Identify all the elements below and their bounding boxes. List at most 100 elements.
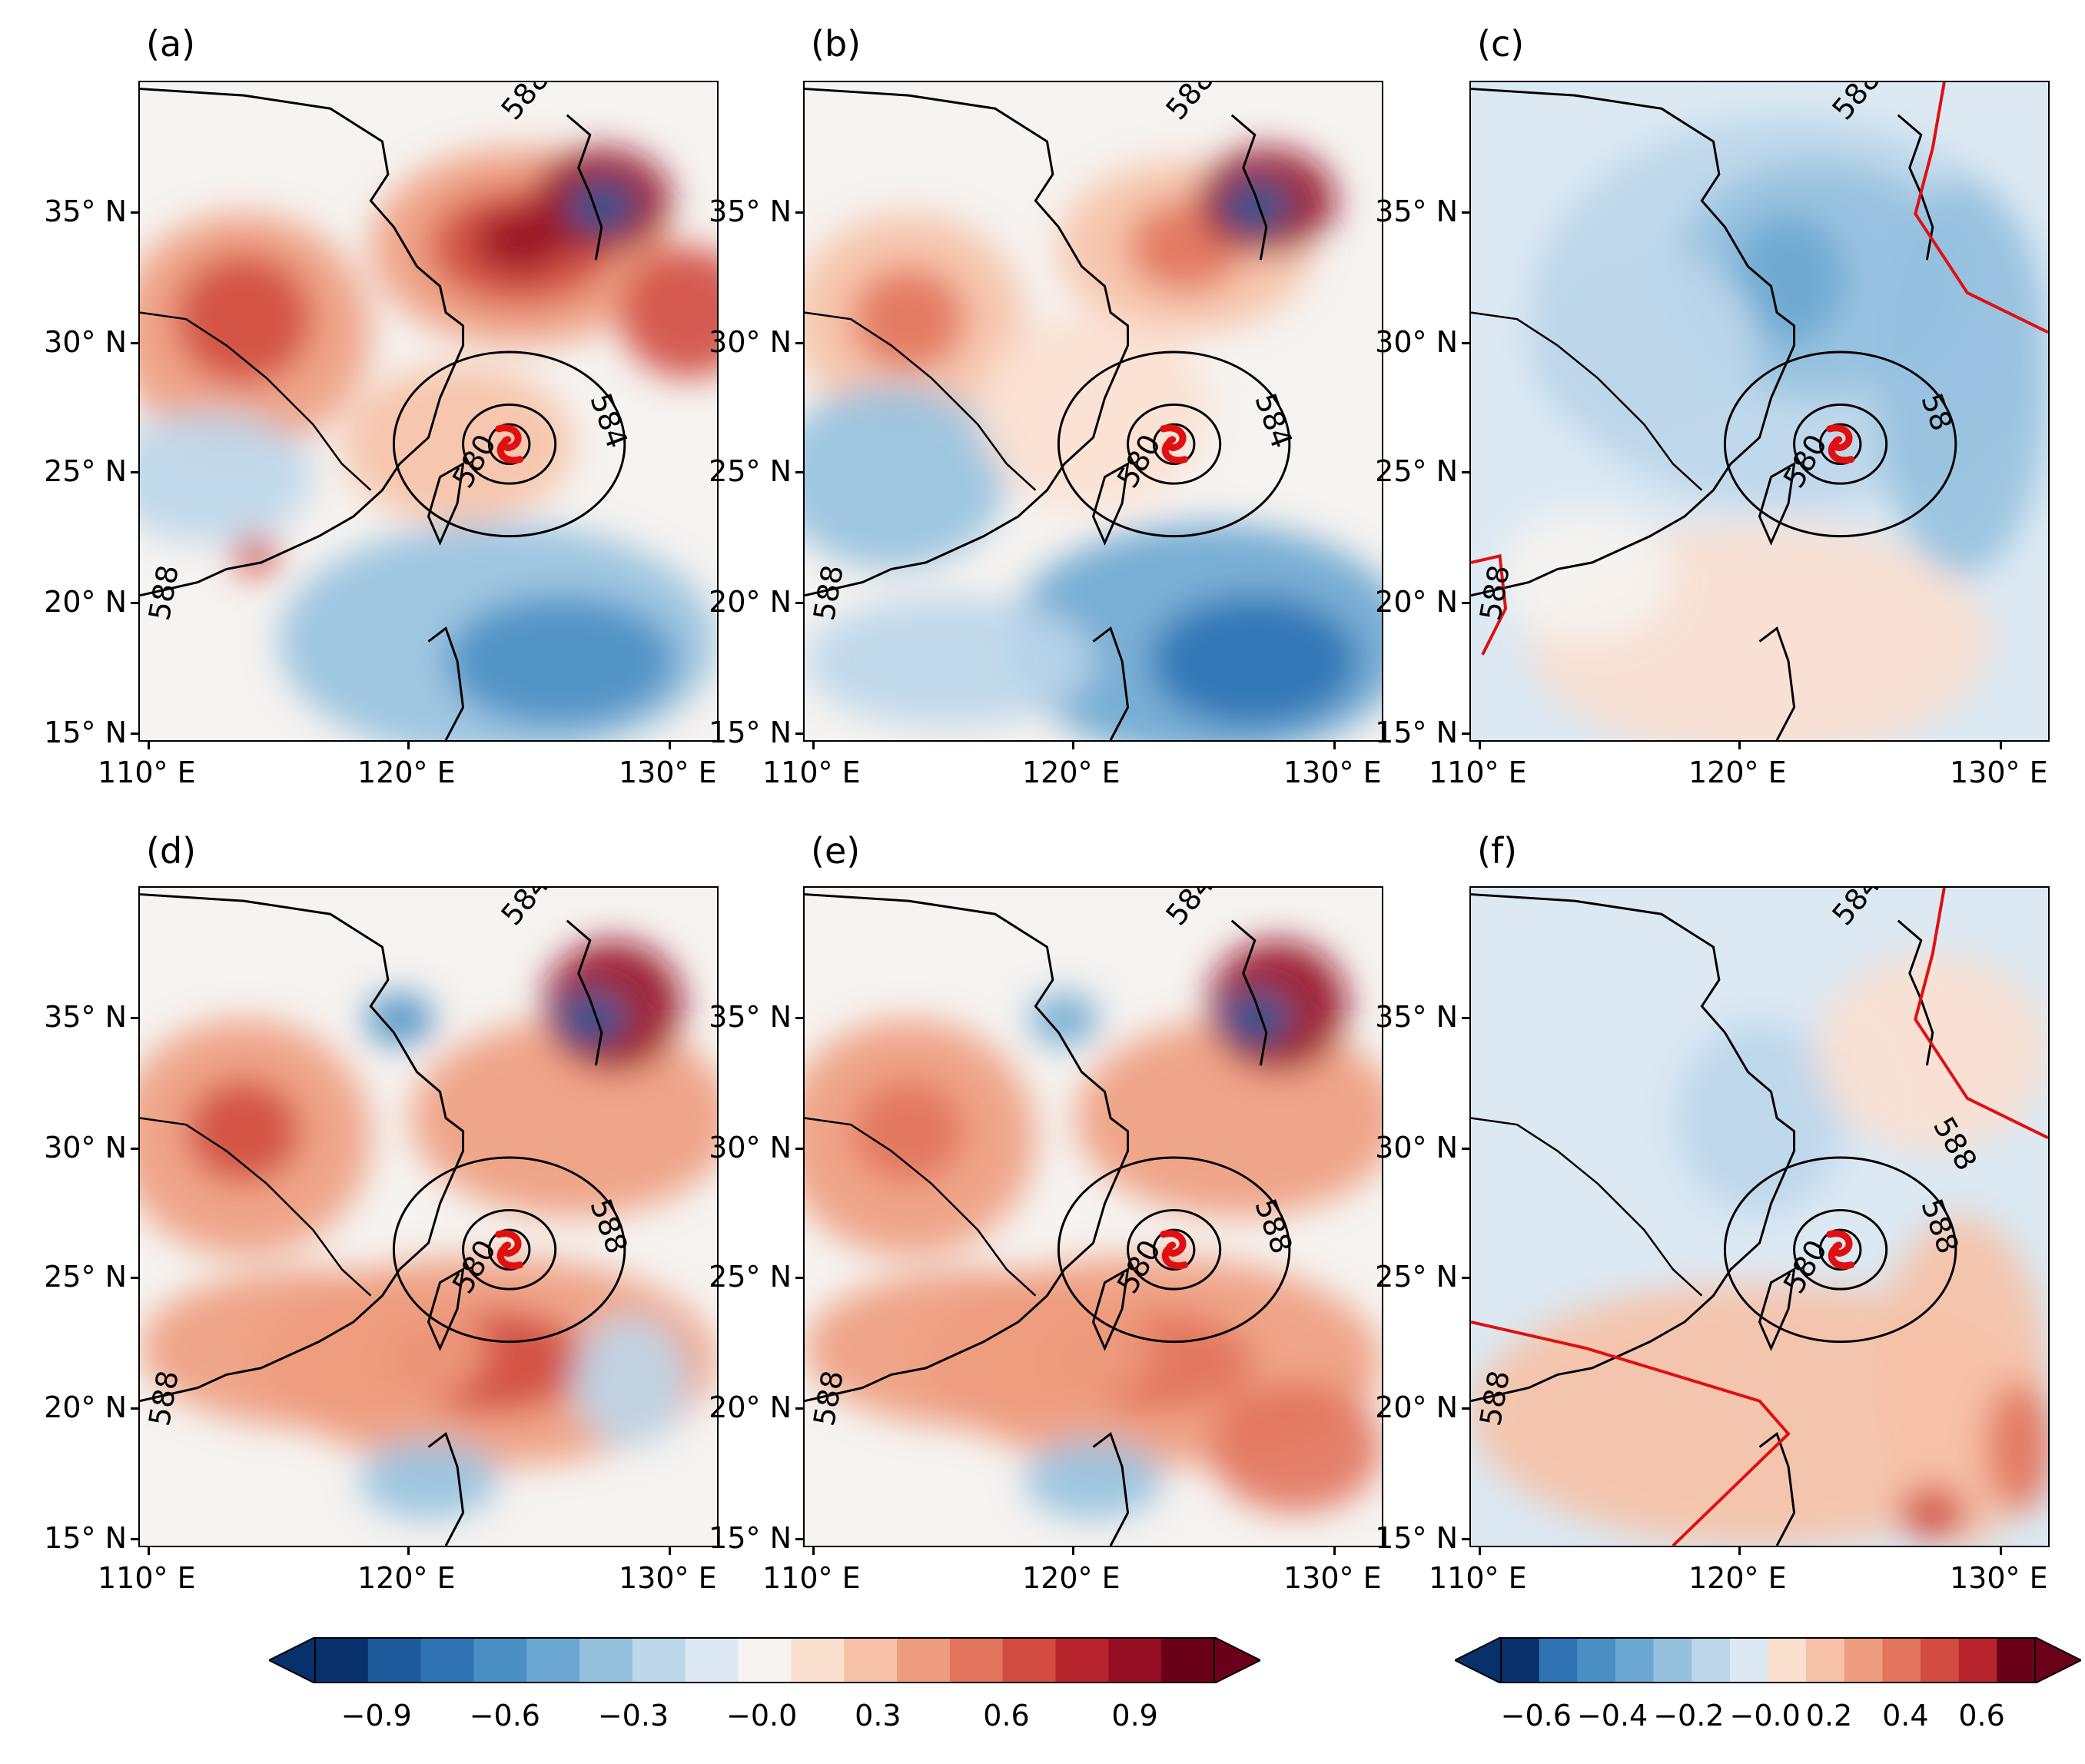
colorbar-right-color-segment xyxy=(1768,1637,1807,1683)
anomaly-field-patch xyxy=(1897,1486,1967,1540)
lon-tick-label: 130° E xyxy=(1950,1561,2048,1595)
river-line xyxy=(805,311,1037,491)
lat-tick-label: 30° N xyxy=(709,1131,792,1164)
colorbar-left-extend-high xyxy=(1213,1636,1263,1685)
colorbar-right-tick-label: 0.6 xyxy=(1958,1699,2005,1732)
lat-tick-mark xyxy=(1462,1538,1469,1540)
map-panel-b: 588 584 580 588 xyxy=(803,81,1383,742)
anomaly-field-patch xyxy=(851,1078,967,1184)
river-line xyxy=(805,1117,1037,1297)
colorbar-right-tick-label: 0.4 xyxy=(1882,1699,1929,1732)
lat-tick-mark xyxy=(1462,211,1469,214)
geopotential-contour-584 xyxy=(1057,350,1291,538)
lon-tick-label: 130° E xyxy=(619,1561,717,1595)
lat-tick-label: 20° N xyxy=(1375,1390,1458,1424)
coastline xyxy=(805,893,1130,1403)
colorbar-left-color-segment xyxy=(685,1637,739,1683)
colorbar-right-color-segment xyxy=(1577,1637,1616,1683)
colorbar-left-color-segment xyxy=(1108,1637,1162,1683)
colorbar-right-color-segment xyxy=(1729,1637,1768,1683)
colorbar-right-tick-label: −0.4 xyxy=(1576,1699,1648,1732)
lat-tick-label: 20° N xyxy=(44,1390,127,1424)
colorbar-left-bar xyxy=(267,1636,1263,1685)
lat-tick-mark xyxy=(795,1148,803,1150)
colorbar-right-color-segment xyxy=(1653,1637,1692,1683)
anomaly-field-patch xyxy=(1220,181,1290,234)
lat-tick-mark xyxy=(795,1407,803,1410)
lat-tick-label: 20° N xyxy=(709,585,792,619)
lon-tick-label: 110° E xyxy=(98,756,196,789)
lon-tick-mark xyxy=(1738,742,1741,749)
colorbar-left-frame xyxy=(314,1637,1215,1683)
river-line xyxy=(140,1117,372,1297)
typhoon-symbol xyxy=(1826,1230,1855,1270)
river-line xyxy=(140,311,372,491)
lat-tick-mark xyxy=(131,1148,138,1150)
geopotential-contour-inner xyxy=(487,1228,531,1271)
anomaly-field-patch xyxy=(805,1269,1151,1427)
panel-label-b: (b) xyxy=(811,23,862,65)
lat-tick-mark xyxy=(795,1277,803,1279)
colorbar-left-color-segment xyxy=(1002,1637,1057,1683)
colorbar-left-extend-low xyxy=(267,1636,316,1685)
lon-tick-mark xyxy=(1479,742,1481,749)
colorbar-left-tick-label: −0.9 xyxy=(340,1699,412,1732)
luzon-coastline xyxy=(1092,1432,1130,1546)
colorbar-right-frame xyxy=(1500,1637,2036,1683)
panel-label-e: (e) xyxy=(811,830,861,872)
colorbar-left-tick-label: 0.6 xyxy=(983,1699,1030,1732)
map-panel-e: 584 588 580 588 xyxy=(803,886,1383,1547)
colorbar-right-color-segment xyxy=(1997,1637,2036,1683)
colorbar-right-color-segment xyxy=(1692,1637,1731,1683)
colorbar-right-color-segment xyxy=(1921,1637,1960,1683)
lat-tick-label: 30° N xyxy=(709,325,792,359)
lat-tick-mark xyxy=(1462,1407,1469,1410)
lat-tick-mark xyxy=(1462,471,1469,473)
lon-tick-mark xyxy=(812,742,815,749)
lon-tick-mark xyxy=(148,742,150,749)
geopotential-contour-584 xyxy=(392,1156,626,1344)
lon-tick-mark xyxy=(669,742,671,749)
lat-tick-label: 35° N xyxy=(1375,194,1458,228)
lat-tick-label: 25° N xyxy=(709,454,792,488)
anomaly-field-patch xyxy=(1984,1381,2048,1513)
lat-tick-label: 20° N xyxy=(44,585,127,619)
lat-tick-label: 35° N xyxy=(709,1000,792,1034)
lon-tick-label: 120° E xyxy=(357,1561,456,1595)
lat-tick-mark xyxy=(795,342,803,344)
korea-peninsula-coastline xyxy=(1230,114,1268,261)
luzon-coastline xyxy=(427,626,465,740)
colorbar-right-color-segment xyxy=(1844,1637,1883,1683)
lat-tick-mark xyxy=(1462,1148,1469,1150)
geopotential-contour-inner xyxy=(1152,1228,1196,1271)
lon-tick-mark xyxy=(1479,1547,1481,1555)
lon-tick-label: 110° E xyxy=(762,756,861,789)
contour-588-highlight xyxy=(1914,82,2048,334)
lon-tick-mark xyxy=(2000,1547,2002,1555)
lat-tick-label: 20° N xyxy=(709,1390,792,1424)
anomaly-field-patch xyxy=(805,595,1094,727)
lat-tick-mark xyxy=(1462,342,1469,344)
colorbar-right-extend-high xyxy=(2034,1636,2083,1685)
typhoon-symbol xyxy=(1160,424,1189,464)
anomaly-field-patch xyxy=(1529,247,1760,444)
colorbar-right-color-segment xyxy=(1539,1637,1578,1683)
luzon-coastline xyxy=(1092,626,1130,740)
coastline xyxy=(1471,893,1796,1403)
anomaly-field-patch xyxy=(1817,953,2048,1151)
lat-tick-mark xyxy=(131,1538,138,1540)
colorbar-left-color-segment xyxy=(473,1637,527,1683)
geopotential-contour-584 xyxy=(1057,1156,1291,1344)
contour-588-highlight-south xyxy=(1471,553,1508,656)
lon-tick-mark xyxy=(1738,1547,1741,1555)
lon-tick-label: 120° E xyxy=(1688,756,1787,789)
korea-peninsula-coastline xyxy=(1230,919,1268,1066)
typhoon-symbol xyxy=(1826,424,1855,464)
anomaly-field-patch xyxy=(364,992,435,1046)
lat-tick-label: 30° N xyxy=(1375,325,1458,359)
contour-588-highlight-south xyxy=(1471,1321,1791,1546)
lon-tick-mark xyxy=(1333,1547,1336,1555)
anomaly-field-patch xyxy=(573,1315,689,1447)
colorbar-left-tick-label: −0.3 xyxy=(597,1699,669,1732)
